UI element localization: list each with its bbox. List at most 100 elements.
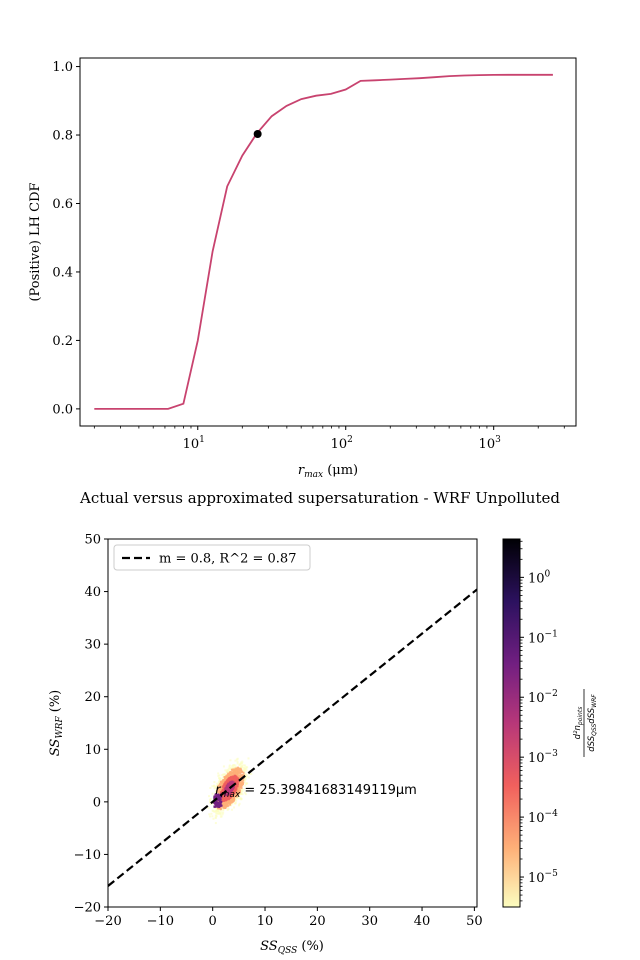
scatter-x-tick-label: 50 xyxy=(466,914,483,929)
density-point xyxy=(222,785,225,788)
density-point xyxy=(240,788,243,791)
density-point xyxy=(244,764,247,767)
density-point xyxy=(232,796,235,799)
cdf-y-tick-label: 1.0 xyxy=(52,60,73,75)
density-point xyxy=(220,786,223,789)
density-point xyxy=(238,802,241,805)
density-point xyxy=(220,801,223,804)
legend-label: m = 0.8, R^2 = 0.87 xyxy=(159,552,296,567)
density-point xyxy=(214,804,217,807)
density-point xyxy=(235,758,238,761)
density-point xyxy=(219,802,222,805)
density-point xyxy=(232,785,235,788)
density-point xyxy=(242,781,245,784)
density-point xyxy=(229,768,232,771)
density-point xyxy=(227,807,230,810)
density-point xyxy=(214,822,217,825)
density-point xyxy=(244,793,247,796)
density-point xyxy=(216,805,219,808)
density-point xyxy=(218,807,221,810)
density-point xyxy=(227,792,230,795)
density-point xyxy=(229,788,232,791)
density-point xyxy=(237,771,240,774)
density-point xyxy=(235,787,238,790)
density-point xyxy=(231,772,234,775)
density-point xyxy=(245,775,248,778)
density-point xyxy=(237,766,240,769)
density-point xyxy=(219,804,222,807)
density-point xyxy=(241,782,244,785)
cdf-y-axis-label: (Positive) LH CDF xyxy=(28,182,43,301)
density-point xyxy=(224,787,227,790)
density-point xyxy=(244,791,247,794)
density-point xyxy=(233,770,236,773)
density-point xyxy=(230,803,233,806)
density-point xyxy=(237,778,240,781)
density-point xyxy=(245,766,248,769)
density-point xyxy=(223,776,226,779)
scatter-x-tick-label: −20 xyxy=(94,914,121,929)
scatter-y-tick-label: 40 xyxy=(84,585,101,600)
density-point xyxy=(220,782,223,785)
scatter-y-axis-label: SSWRF (%) xyxy=(48,690,65,757)
density-point xyxy=(214,816,217,819)
density-point xyxy=(236,793,239,796)
density-point xyxy=(229,759,232,762)
density-point xyxy=(213,784,216,787)
scatter-y-tick-label: 30 xyxy=(84,638,101,653)
density-point xyxy=(243,768,246,771)
density-point xyxy=(238,775,241,778)
density-point xyxy=(227,798,230,801)
density-point xyxy=(241,793,244,796)
density-point xyxy=(220,777,223,780)
density-point xyxy=(216,795,219,798)
density-point xyxy=(223,797,226,800)
density-point xyxy=(232,789,235,792)
density-point xyxy=(236,767,239,770)
density-point xyxy=(219,808,222,811)
density-point xyxy=(229,777,232,780)
density-point xyxy=(242,774,245,777)
scatter-x-tick-label: 20 xyxy=(309,914,326,929)
scatter-x-tick-label: 40 xyxy=(414,914,431,929)
density-point xyxy=(219,788,222,791)
density-point xyxy=(219,809,222,812)
density-point xyxy=(234,786,237,789)
density-point xyxy=(218,808,221,811)
density-point xyxy=(219,778,222,781)
density-point xyxy=(222,803,225,806)
density-point xyxy=(225,781,228,784)
density-point xyxy=(226,793,229,796)
colorbar-tick-label: 10−2 xyxy=(528,689,558,706)
density-point xyxy=(235,785,238,788)
density-point xyxy=(230,777,233,780)
density-point xyxy=(235,794,238,797)
density-point xyxy=(213,796,216,799)
density-point xyxy=(211,792,214,795)
scatter-x-tick-label: 0 xyxy=(209,914,217,929)
colorbar-ticks: 100 10−1 10−2 10−3 10−4 10−5 xyxy=(520,540,558,902)
cdf-x-tick-label: 102 xyxy=(331,435,353,452)
density-point xyxy=(221,802,224,805)
density-point xyxy=(218,780,221,783)
density-point xyxy=(226,774,229,777)
density-point xyxy=(245,773,248,776)
density-point xyxy=(229,781,232,784)
density-point xyxy=(240,792,243,795)
density-point xyxy=(246,766,249,769)
density-point xyxy=(222,773,225,776)
density-point xyxy=(228,775,231,778)
colorbar-tick-label: 10−1 xyxy=(528,629,558,646)
density-point xyxy=(233,763,236,766)
density-point xyxy=(232,775,235,778)
density-point xyxy=(217,793,220,796)
density-point xyxy=(234,781,237,784)
density-point xyxy=(214,802,217,805)
density-point xyxy=(223,804,226,807)
density-point xyxy=(224,769,227,772)
density-point xyxy=(239,761,242,764)
cdf-y-tick-label: 0.4 xyxy=(52,265,73,280)
density-point xyxy=(244,772,247,775)
density-point xyxy=(209,801,212,804)
density-point xyxy=(239,772,242,775)
